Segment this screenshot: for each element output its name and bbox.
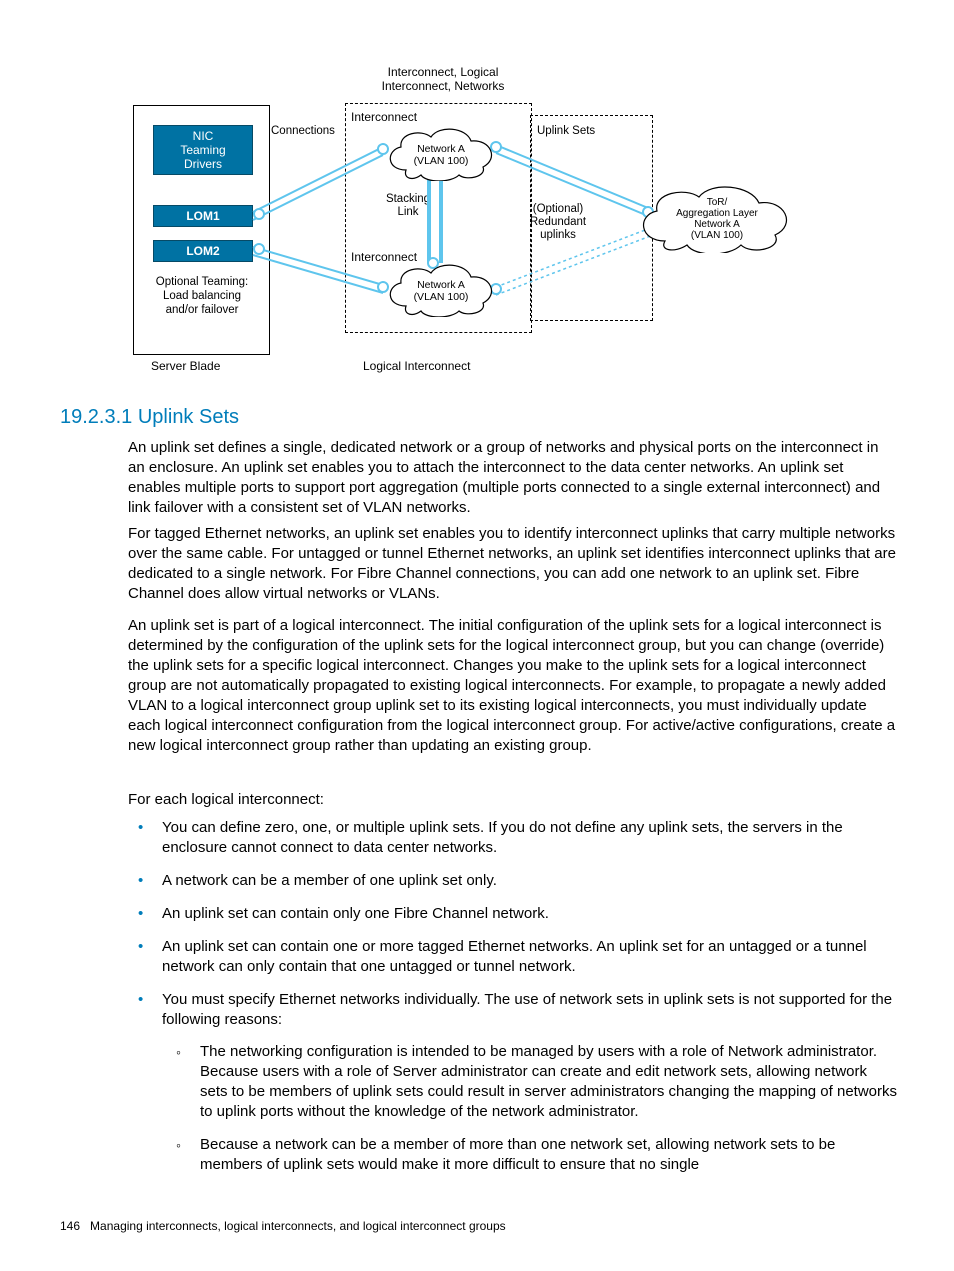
page-number: 146 xyxy=(60,1219,80,1233)
page: Interconnect, LogicalInterconnect, Netwo… xyxy=(0,0,954,1271)
cloud-b-text: Network A(VLAN 100) xyxy=(381,279,501,303)
sub-bullet-list: The networking configuration is intended… xyxy=(162,1042,898,1175)
paragraph-1: An uplink set defines a single, dedicate… xyxy=(128,438,898,518)
bullet-1: You can define zero, one, or multiple up… xyxy=(128,818,898,858)
network-cloud-b: Network A(VLAN 100) xyxy=(381,261,501,317)
page-footer: 146 Managing interconnects, logical inte… xyxy=(60,1219,506,1233)
network-cloud-a: Network A(VLAN 100) xyxy=(381,125,501,181)
cloud-c-text: ToR/Aggregation LayerNetwork A(VLAN 100) xyxy=(633,197,801,241)
cloud-a-text: Network A(VLAN 100) xyxy=(381,143,501,167)
section-heading: 19.2.3.1 Uplink Sets xyxy=(60,406,239,429)
network-diagram: Interconnect, LogicalInterconnect, Netwo… xyxy=(133,65,833,375)
paragraph-4: For each logical interconnect: xyxy=(128,790,898,810)
bullet-list: You can define zero, one, or multiple up… xyxy=(128,818,898,1188)
bullet-5: You must specify Ethernet networks indiv… xyxy=(128,990,898,1175)
paragraph-3: An uplink set is part of a logical inter… xyxy=(128,616,898,756)
bullet-5-text: You must specify Ethernet networks indiv… xyxy=(162,991,892,1028)
sub-bullet-2: Because a network can be a member of mor… xyxy=(162,1135,898,1175)
paragraph-2: For tagged Ethernet networks, an uplink … xyxy=(128,524,898,604)
bullet-2: A network can be a member of one uplink … xyxy=(128,871,898,891)
sub-bullet-1: The networking configuration is intended… xyxy=(162,1042,898,1122)
footer-text: Managing interconnects, logical intercon… xyxy=(90,1219,506,1233)
heading-number: 19.2.3.1 xyxy=(60,406,132,428)
bullet-4: An uplink set can contain one or more ta… xyxy=(128,937,898,977)
heading-title: Uplink Sets xyxy=(138,406,239,428)
bullet-3: An uplink set can contain only one Fibre… xyxy=(128,904,898,924)
tor-cloud: ToR/Aggregation LayerNetwork A(VLAN 100) xyxy=(633,183,801,253)
